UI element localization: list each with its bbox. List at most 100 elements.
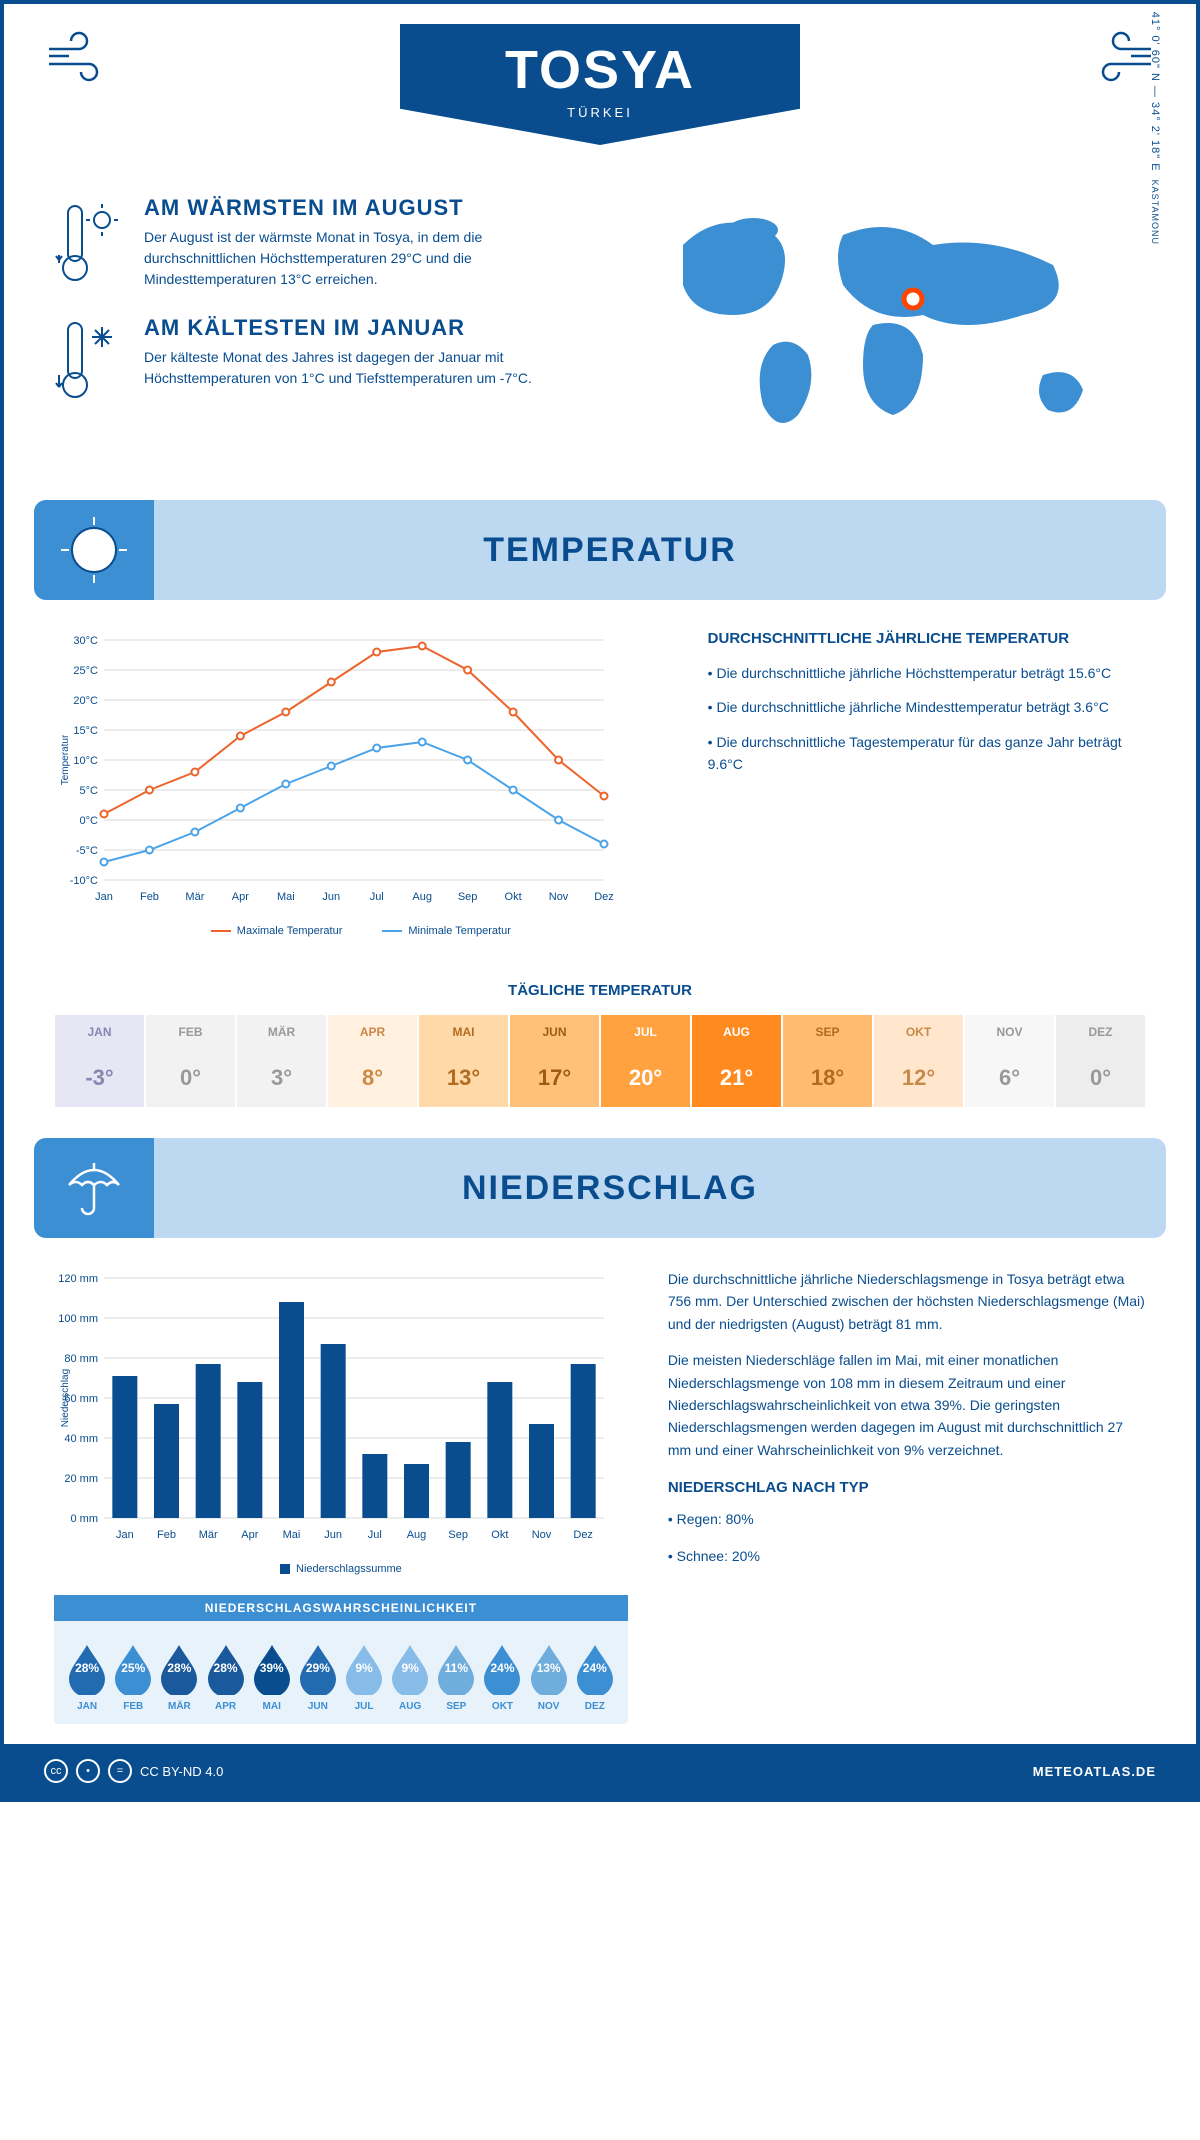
svg-text:30°C: 30°C [73, 635, 98, 647]
header: TOSYA TÜRKEI [4, 4, 1196, 165]
svg-text:Apr: Apr [241, 1529, 258, 1541]
precip-section-header: NIEDERSCHLAG [34, 1138, 1166, 1238]
temp-summary-title: DURCHSCHNITTLICHE JÄHRLICHE TEMPERATUR [708, 630, 1146, 647]
precip-heading: NIEDERSCHLAG [174, 1169, 1166, 1208]
coldest-title: AM KÄLTESTEN IM JANUAR [144, 315, 580, 341]
svg-text:Okt: Okt [491, 1529, 508, 1541]
svg-text:Sep: Sep [458, 891, 478, 903]
precip-type-title: NIEDERSCHLAG NACH TYP [668, 1476, 1146, 1500]
site-name: METEOATLAS.DE [1033, 1764, 1156, 1779]
intro-section: AM WÄRMSTEN IM AUGUST Der August ist der… [4, 165, 1196, 490]
umbrella-icon [34, 1138, 154, 1238]
license-text: CC BY-ND 4.0 [140, 1764, 223, 1779]
daily-title: TÄGLICHE TEMPERATUR [4, 982, 1196, 999]
wind-icon [1086, 24, 1156, 106]
temp-bullet: • Die durchschnittliche jährliche Höchst… [708, 662, 1146, 684]
svg-text:Jun: Jun [322, 891, 340, 903]
probability-cell: 29%JUN [297, 1633, 339, 1712]
probability-title: NIEDERSCHLAGSWAHRSCHEINLICHKEIT [54, 1595, 628, 1621]
svg-text:Jan: Jan [116, 1529, 134, 1541]
temp-legend: Maximale Temperatur Minimale Temperatur [54, 925, 668, 937]
footer: cc • = CC BY-ND 4.0 METEOATLAS.DE [4, 1744, 1196, 1798]
svg-text:Jul: Jul [370, 891, 384, 903]
svg-text:-5°C: -5°C [76, 845, 98, 857]
probability-cell: 9%JUL [343, 1633, 385, 1712]
svg-text:Aug: Aug [412, 891, 432, 903]
city-name: TOSYA [480, 39, 720, 101]
daily-cell: OKT12° [873, 1014, 964, 1108]
sun-icon [34, 500, 154, 600]
coordinates: 41° 0' 60" N — 34° 2' 18" E KASTAMONU [1149, 12, 1161, 245]
daily-cell: JUL20° [600, 1014, 691, 1108]
probability-cell: 25%FEB [112, 1633, 154, 1712]
svg-text:15°C: 15°C [73, 725, 98, 737]
probability-cell: 28%APR [204, 1633, 246, 1712]
wind-icon [44, 24, 114, 106]
svg-text:Niederschlag: Niederschlag [60, 1369, 71, 1427]
svg-text:Mär: Mär [199, 1529, 218, 1541]
daily-cell: FEB0° [145, 1014, 236, 1108]
svg-text:10°C: 10°C [73, 755, 98, 767]
temp-heading: TEMPERATUR [174, 531, 1166, 570]
fact-text: AM WÄRMSTEN IM AUGUST Der August ist der… [144, 195, 580, 290]
intro-facts: AM WÄRMSTEN IM AUGUST Der August ist der… [54, 195, 580, 460]
precip-legend: Niederschlagssumme [54, 1563, 628, 1575]
warmest-desc: Der August ist der wärmste Monat in Tosy… [144, 227, 580, 290]
probability-cell: 39%MAI [251, 1633, 293, 1712]
cc-icon: cc [44, 1759, 68, 1783]
precip-para: Die meisten Niederschläge fallen im Mai,… [668, 1349, 1146, 1461]
precip-type: • Schnee: 20% [668, 1545, 1146, 1567]
svg-text:120 mm: 120 mm [58, 1273, 98, 1285]
svg-text:20 mm: 20 mm [64, 1473, 98, 1485]
precipitation-bar-chart: 0 mm20 mm40 mm60 mm80 mm100 mm120 mmJanF… [54, 1268, 614, 1548]
daily-cell: MÄR3° [236, 1014, 327, 1108]
svg-text:Mai: Mai [283, 1529, 301, 1541]
daily-cell: AUG21° [691, 1014, 782, 1108]
svg-text:Feb: Feb [140, 891, 159, 903]
precip-summary: Die durchschnittliche jährliche Niedersc… [668, 1268, 1146, 1724]
temp-summary: DURCHSCHNITTLICHE JÄHRLICHE TEMPERATUR •… [708, 630, 1146, 937]
svg-text:20°C: 20°C [73, 695, 98, 707]
precip-left: 0 mm20 mm40 mm60 mm80 mm100 mm120 mmJanF… [54, 1268, 628, 1724]
thermometer-cold-icon [54, 315, 124, 405]
svg-text:-10°C: -10°C [70, 875, 98, 887]
fact-text: AM KÄLTESTEN IM JANUAR Der kälteste Mona… [144, 315, 580, 405]
svg-text:40 mm: 40 mm [64, 1433, 98, 1445]
daily-cell: DEZ0° [1055, 1014, 1146, 1108]
svg-text:25°C: 25°C [73, 665, 98, 677]
svg-text:Jan: Jan [95, 891, 113, 903]
world-map-box: 41° 0' 60" N — 34° 2' 18" E KASTAMONU [620, 195, 1146, 460]
probability-cell: 11%SEP [435, 1633, 477, 1712]
daily-cell: NOV6° [964, 1014, 1055, 1108]
svg-text:Jun: Jun [324, 1529, 342, 1541]
temp-row: -10°C-5°C0°C5°C10°C15°C20°C25°C30°CJanFe… [4, 610, 1196, 957]
page: TOSYA TÜRKEI AM WÄRMSTEN IM AUGUST Der A… [0, 0, 1200, 1802]
svg-text:80 mm: 80 mm [64, 1353, 98, 1365]
daily-temp-grid: JAN-3°FEB0°MÄR3°APR8°MAI13°JUN17°JUL20°A… [54, 1014, 1146, 1108]
daily-cell: JAN-3° [54, 1014, 145, 1108]
probability-cell: 9%AUG [389, 1633, 431, 1712]
title-banner: TOSYA TÜRKEI [400, 24, 800, 145]
svg-text:Jul: Jul [368, 1529, 382, 1541]
probability-cell: 13%NOV [528, 1633, 570, 1712]
warmest-fact: AM WÄRMSTEN IM AUGUST Der August ist der… [54, 195, 580, 290]
precip-type: • Regen: 80% [668, 1508, 1146, 1530]
daily-cell: SEP18° [782, 1014, 873, 1108]
svg-text:Mai: Mai [277, 891, 295, 903]
temp-bullet: • Die durchschnittliche Tagestemperatur … [708, 731, 1146, 776]
svg-text:Apr: Apr [232, 891, 249, 903]
daily-cell: MAI13° [418, 1014, 509, 1108]
svg-text:Sep: Sep [448, 1529, 468, 1541]
svg-text:Okt: Okt [505, 891, 522, 903]
world-map-icon [620, 195, 1146, 455]
probability-cell: 24%DEZ [574, 1633, 616, 1712]
svg-text:Aug: Aug [407, 1529, 427, 1541]
svg-text:0 mm: 0 mm [71, 1513, 99, 1525]
daily-cell: APR8° [327, 1014, 418, 1108]
svg-text:Nov: Nov [549, 891, 569, 903]
svg-text:0°C: 0°C [80, 815, 99, 827]
coldest-desc: Der kälteste Monat des Jahres ist dagege… [144, 347, 580, 389]
temperature-line-chart: -10°C-5°C0°C5°C10°C15°C20°C25°C30°CJanFe… [54, 630, 614, 910]
precip-para: Die durchschnittliche jährliche Niedersc… [668, 1268, 1146, 1335]
probability-cell: 24%OKT [481, 1633, 523, 1712]
